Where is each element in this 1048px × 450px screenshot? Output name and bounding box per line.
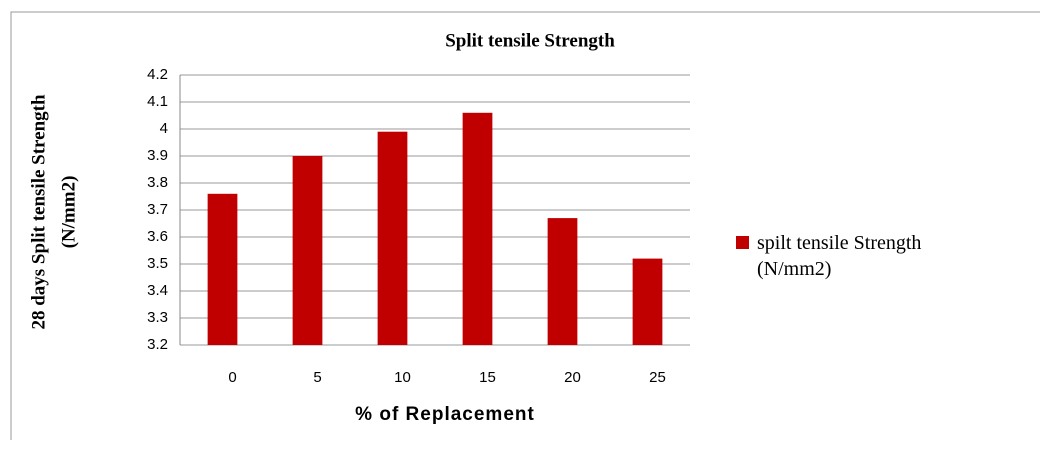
x-tick-label: 5 bbox=[313, 369, 321, 386]
y-tick-label: 3.3 bbox=[147, 309, 168, 326]
y-tick-label: 4.2 bbox=[147, 66, 168, 83]
bar bbox=[632, 258, 663, 345]
bar bbox=[207, 193, 238, 345]
y-label-line: (N/mm2) bbox=[58, 176, 79, 249]
bar bbox=[462, 112, 493, 345]
frame bbox=[10, 11, 1040, 440]
x-axis-label: % of Replacement bbox=[355, 404, 535, 425]
y-tick-label: 3.2 bbox=[147, 336, 168, 353]
legend: spilt tensile Strength (N/mm2) bbox=[736, 230, 1036, 282]
bar bbox=[377, 131, 408, 345]
chart-title: Split tensile Strength bbox=[445, 30, 615, 51]
bar bbox=[292, 156, 323, 345]
y-axis-label: 28 days Split tensile Strength (N/mm2) bbox=[28, 94, 79, 330]
y-tick-label: 3.5 bbox=[147, 255, 168, 272]
bar bbox=[547, 218, 578, 345]
y-tick-label: 3.4 bbox=[147, 282, 168, 299]
legend-label: spilt tensile Strength (N/mm2) bbox=[757, 232, 922, 280]
y-label-line: 28 days Split tensile Strength bbox=[28, 94, 49, 330]
y-tick-label: 4 bbox=[160, 120, 168, 137]
x-tick-label: 10 bbox=[394, 369, 411, 386]
x-tick-label: 15 bbox=[479, 369, 496, 386]
y-tick-label: 3.6 bbox=[147, 228, 168, 245]
y-tick-label: 4.1 bbox=[147, 93, 168, 110]
x-tick-label: 20 bbox=[564, 369, 581, 386]
y-tick-label: 3.9 bbox=[147, 147, 168, 164]
x-tick-label: 0 bbox=[228, 369, 236, 386]
y-tick-label: 3.8 bbox=[147, 174, 168, 191]
y-tick-label: 3.7 bbox=[147, 201, 168, 218]
legend-swatch bbox=[736, 236, 749, 249]
x-tick-label: 25 bbox=[649, 369, 666, 386]
